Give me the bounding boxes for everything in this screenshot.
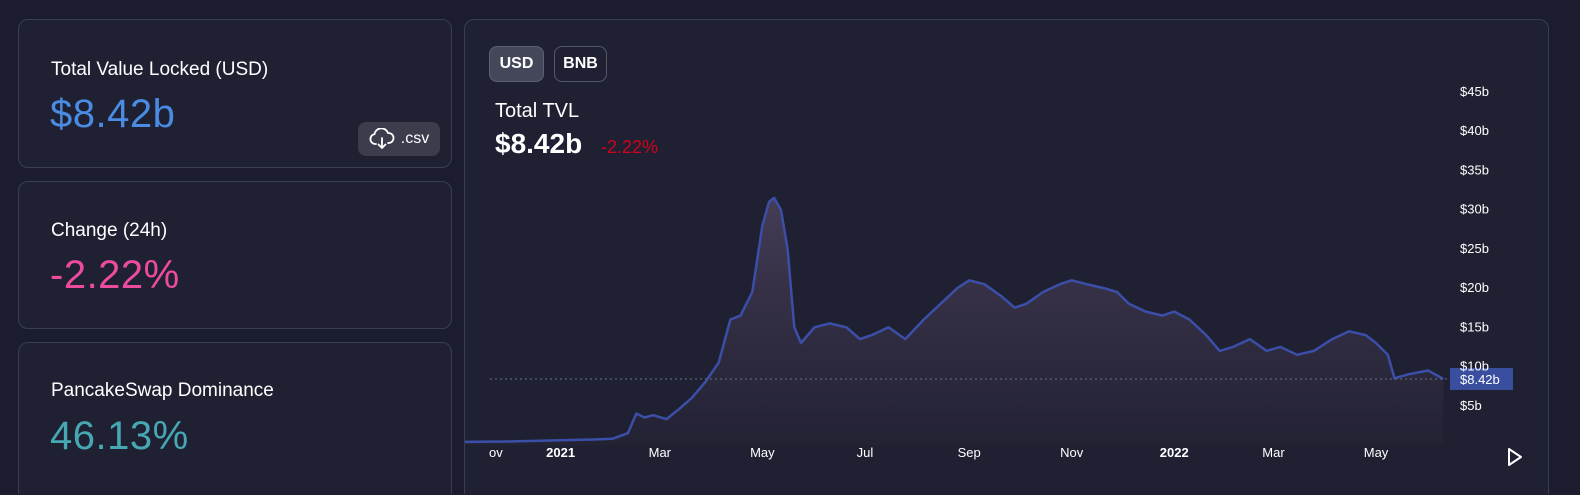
y-tick-label: $40b — [1460, 123, 1489, 138]
current-value-badge — [1450, 367, 1513, 390]
cloud-download-icon — [369, 128, 395, 149]
csv-label: .csv — [400, 130, 430, 147]
y-tick-label: $35b — [1460, 162, 1489, 177]
y-tick-label: $45b — [1460, 84, 1489, 99]
y-tick-label: $15b — [1460, 319, 1489, 334]
x-tick-label: ov — [489, 445, 503, 460]
x-tick-label: Nov — [1060, 445, 1084, 460]
tvl-chart-card: USD BNB Total TVL $8.42b -2.22% $8.42b $5… — [464, 19, 1549, 494]
dominance-card: PancakeSwap Dominance 46.13% — [18, 342, 452, 494]
tvl-series-line — [465, 196, 1444, 444]
tvl-area-chart[interactable]: $8.42b $5b $10b $15b $20b $25b $30b $35b $40b $45… — [465, 20, 1550, 495]
chart-title: Total TVL — [495, 100, 580, 122]
x-tick-label: Sep — [958, 445, 981, 460]
x-tick-label: Jul — [857, 445, 874, 460]
x-tick-label: Mar — [1262, 445, 1285, 460]
change-value: -2.22% — [50, 253, 180, 297]
x-tick-label: Mar — [649, 445, 672, 460]
x-tick-label: May — [750, 445, 775, 460]
change-card: Change (24h) -2.22% — [18, 181, 452, 329]
x-tick-label: 2021 — [546, 445, 575, 460]
play-icon[interactable] — [1505, 445, 1525, 469]
y-tick-label: $30b — [1460, 202, 1489, 217]
csv-download-button[interactable]: .csv — [358, 122, 440, 156]
tvl-card: Total Value Locked (USD) $8.42b .csv — [18, 19, 452, 168]
change-label: Change (24h) — [51, 220, 168, 241]
tvl-value: $8.42b — [50, 92, 176, 136]
y-tick-label: $5b — [1460, 398, 1482, 413]
y-tick-label: $10b — [1460, 359, 1489, 374]
y-tick-label: $25b — [1460, 241, 1489, 256]
tvl-area-fill — [465, 197, 1444, 445]
bnb-toggle-button[interactable]: BNB — [554, 46, 607, 82]
x-tick-label: 2022 — [1160, 445, 1189, 460]
dominance-label: PancakeSwap Dominance — [51, 380, 274, 401]
y-tick-label: $20b — [1460, 280, 1489, 295]
x-tick-label: May — [1364, 445, 1389, 460]
current-value-label: $8.42b — [1460, 372, 1500, 387]
usd-toggle-button[interactable]: USD — [489, 46, 544, 82]
chart-value: $8.42b — [495, 128, 583, 159]
chart-change: -2.22% — [601, 137, 659, 157]
tvl-label: Total Value Locked (USD) — [51, 59, 269, 80]
dominance-value: 46.13% — [50, 414, 189, 458]
